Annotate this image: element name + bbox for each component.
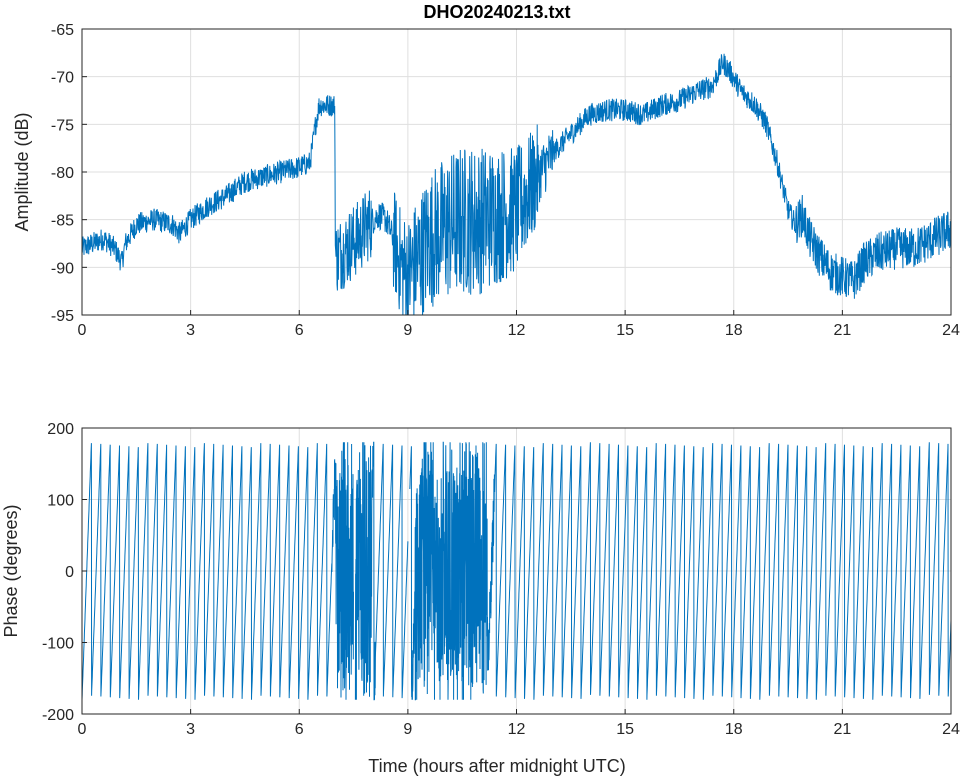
amplitude-axes: 0 3 6 9 12 15 18 21 24 -65 -70 -75 -80 -85 -90 -95 DHO2… bbox=[12, 2, 960, 339]
y-tick-label: -70 bbox=[51, 70, 74, 87]
y-tick-label: -90 bbox=[51, 260, 74, 277]
phase-series-line bbox=[82, 441, 951, 701]
x-tick-label: 6 bbox=[295, 721, 304, 738]
y-tick-label: -85 bbox=[51, 213, 74, 230]
phase-x-axis-label: Time (hours after midnight UTC) bbox=[368, 756, 625, 776]
x-tick-label: 24 bbox=[942, 322, 960, 339]
y-tick-label: -200 bbox=[42, 707, 74, 724]
y-tick-label: -95 bbox=[51, 308, 74, 325]
chart-title: DHO20240213.txt bbox=[423, 2, 570, 22]
amplitude-series-line bbox=[82, 53, 951, 315]
x-tick-label: 3 bbox=[186, 322, 195, 339]
y-tick-label: 200 bbox=[47, 421, 74, 438]
x-tick-label: 21 bbox=[833, 322, 851, 339]
x-tick-label: 6 bbox=[295, 322, 304, 339]
x-tick-label: 24 bbox=[942, 721, 960, 738]
x-tick-label: 0 bbox=[78, 721, 87, 738]
x-tick-label: 18 bbox=[725, 322, 743, 339]
x-tick-label: 15 bbox=[616, 322, 634, 339]
x-tick-label: 9 bbox=[403, 721, 412, 738]
x-tick-label: 15 bbox=[616, 721, 634, 738]
y-tick-label: 100 bbox=[47, 493, 74, 510]
x-tick-label: 21 bbox=[833, 721, 851, 738]
x-tick-label: 12 bbox=[508, 721, 526, 738]
y-tick-label: 0 bbox=[65, 564, 74, 581]
x-tick-label: 0 bbox=[78, 322, 87, 339]
x-tick-label: 3 bbox=[186, 721, 195, 738]
phase-axes: 0 3 6 9 12 15 18 21 24 200 100 0 -100 -200 Phase (deg… bbox=[1, 421, 960, 776]
phase-tick-labels: 0 3 6 9 12 15 18 21 24 200 100 0 -100 -200 bbox=[42, 421, 960, 738]
y-tick-label: -80 bbox=[51, 165, 74, 182]
phase-y-axis-label: Phase (degrees) bbox=[1, 504, 21, 637]
y-tick-label: -65 bbox=[51, 22, 74, 39]
x-tick-label: 18 bbox=[725, 721, 743, 738]
amplitude-tick-labels: 0 3 6 9 12 15 18 21 24 -65 -70 -75 -80 -85 -90 -95 bbox=[51, 22, 960, 339]
amplitude-y-axis-label: Amplitude (dB) bbox=[12, 112, 32, 231]
x-tick-label: 12 bbox=[508, 322, 526, 339]
x-tick-label: 9 bbox=[403, 322, 412, 339]
y-tick-label: -75 bbox=[51, 117, 74, 134]
y-tick-label: -100 bbox=[42, 636, 74, 653]
